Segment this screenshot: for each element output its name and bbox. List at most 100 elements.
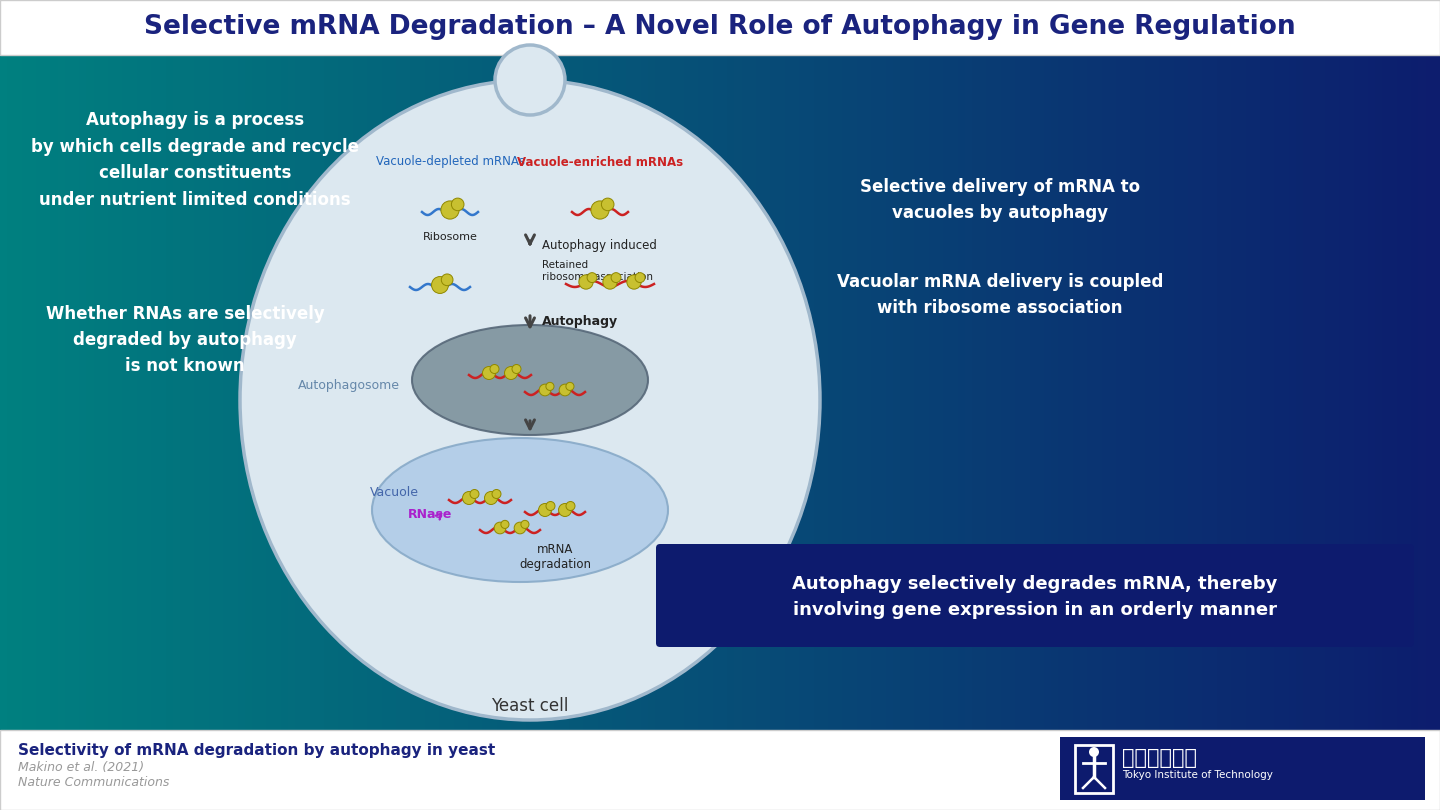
Circle shape [501, 520, 508, 528]
Bar [1260, 55, 1267, 730]
Bar [1015, 55, 1022, 730]
Bar [245, 55, 252, 730]
Circle shape [484, 492, 497, 505]
Bar [216, 55, 223, 730]
Bar [864, 55, 871, 730]
Bar [1080, 55, 1087, 730]
Bar [1001, 55, 1008, 730]
Bar [58, 55, 65, 730]
Bar [173, 55, 180, 730]
Bar [828, 55, 835, 730]
Bar [914, 55, 922, 730]
Bar [252, 55, 259, 730]
Bar [907, 55, 914, 730]
Bar [1231, 55, 1238, 730]
Bar [936, 55, 943, 730]
Circle shape [602, 198, 613, 211]
Bar [1426, 55, 1433, 730]
Bar [36, 55, 43, 730]
Bar [475, 55, 482, 730]
Bar [382, 55, 389, 730]
Bar [274, 55, 281, 730]
Bar [266, 55, 274, 730]
Bar [0, 0, 1440, 55]
Bar [1332, 55, 1339, 730]
Bar [72, 55, 79, 730]
Bar [900, 55, 907, 730]
Bar [1274, 55, 1282, 730]
Bar [1060, 737, 1426, 800]
Bar [0, 730, 1440, 810]
Bar [576, 55, 583, 730]
Bar [360, 55, 367, 730]
Bar [50, 55, 58, 730]
Bar [706, 55, 713, 730]
Circle shape [566, 501, 575, 510]
Bar [1238, 55, 1246, 730]
Text: Makino et al. (2021): Makino et al. (2021) [17, 761, 144, 774]
Bar [871, 55, 878, 730]
Bar [619, 55, 626, 730]
Bar [1418, 55, 1426, 730]
Bar [1361, 55, 1368, 730]
Bar [482, 55, 490, 730]
Bar [641, 55, 648, 730]
Bar [1109, 55, 1116, 730]
Bar [101, 55, 108, 730]
Bar [1375, 55, 1382, 730]
Bar [94, 55, 101, 730]
Bar [346, 55, 353, 730]
Bar [763, 55, 770, 730]
Bar [756, 55, 763, 730]
Circle shape [1089, 747, 1099, 757]
Bar [893, 55, 900, 730]
Circle shape [495, 45, 564, 115]
Bar [734, 55, 742, 730]
Bar [626, 55, 634, 730]
Bar [1130, 55, 1138, 730]
Bar [979, 55, 986, 730]
Bar [1159, 55, 1166, 730]
Bar [850, 55, 857, 730]
Bar [29, 55, 36, 730]
Circle shape [559, 384, 570, 396]
Circle shape [432, 276, 448, 293]
Circle shape [546, 382, 554, 390]
Text: Autophagy selectively degrades mRNA, thereby
involving gene expression in an ord: Autophagy selectively degrades mRNA, the… [792, 575, 1277, 619]
Circle shape [514, 522, 526, 534]
Bar [1289, 55, 1296, 730]
Bar [144, 55, 151, 730]
Bar [1325, 55, 1332, 730]
Text: mRNA
degradation: mRNA degradation [518, 543, 590, 571]
Bar [238, 55, 245, 730]
Bar [259, 55, 266, 730]
Text: Whether RNAs are selectively
degraded by autophagy
is not known: Whether RNAs are selectively degraded by… [46, 305, 324, 375]
Bar [374, 55, 382, 730]
Bar [79, 55, 86, 730]
Bar [994, 55, 1001, 730]
Bar [1253, 55, 1260, 730]
Bar [331, 55, 338, 730]
Bar [202, 55, 209, 730]
Bar [497, 55, 504, 730]
Bar [526, 55, 533, 730]
Bar [785, 55, 792, 730]
Circle shape [611, 273, 621, 283]
Circle shape [451, 198, 464, 211]
Bar [929, 55, 936, 730]
Circle shape [588, 273, 598, 283]
Text: Autophagy induced: Autophagy induced [541, 238, 657, 251]
Bar [209, 55, 216, 730]
Bar [1404, 55, 1411, 730]
Bar [418, 55, 425, 730]
Bar [662, 55, 670, 730]
Bar [792, 55, 799, 730]
Text: Vacuole-depleted mRNAs: Vacuole-depleted mRNAs [376, 156, 524, 168]
Bar [713, 55, 720, 730]
Bar [43, 55, 50, 730]
Bar [1116, 55, 1123, 730]
Bar [410, 55, 418, 730]
Bar [720, 55, 727, 730]
Bar [1397, 55, 1404, 730]
Bar [547, 55, 554, 730]
